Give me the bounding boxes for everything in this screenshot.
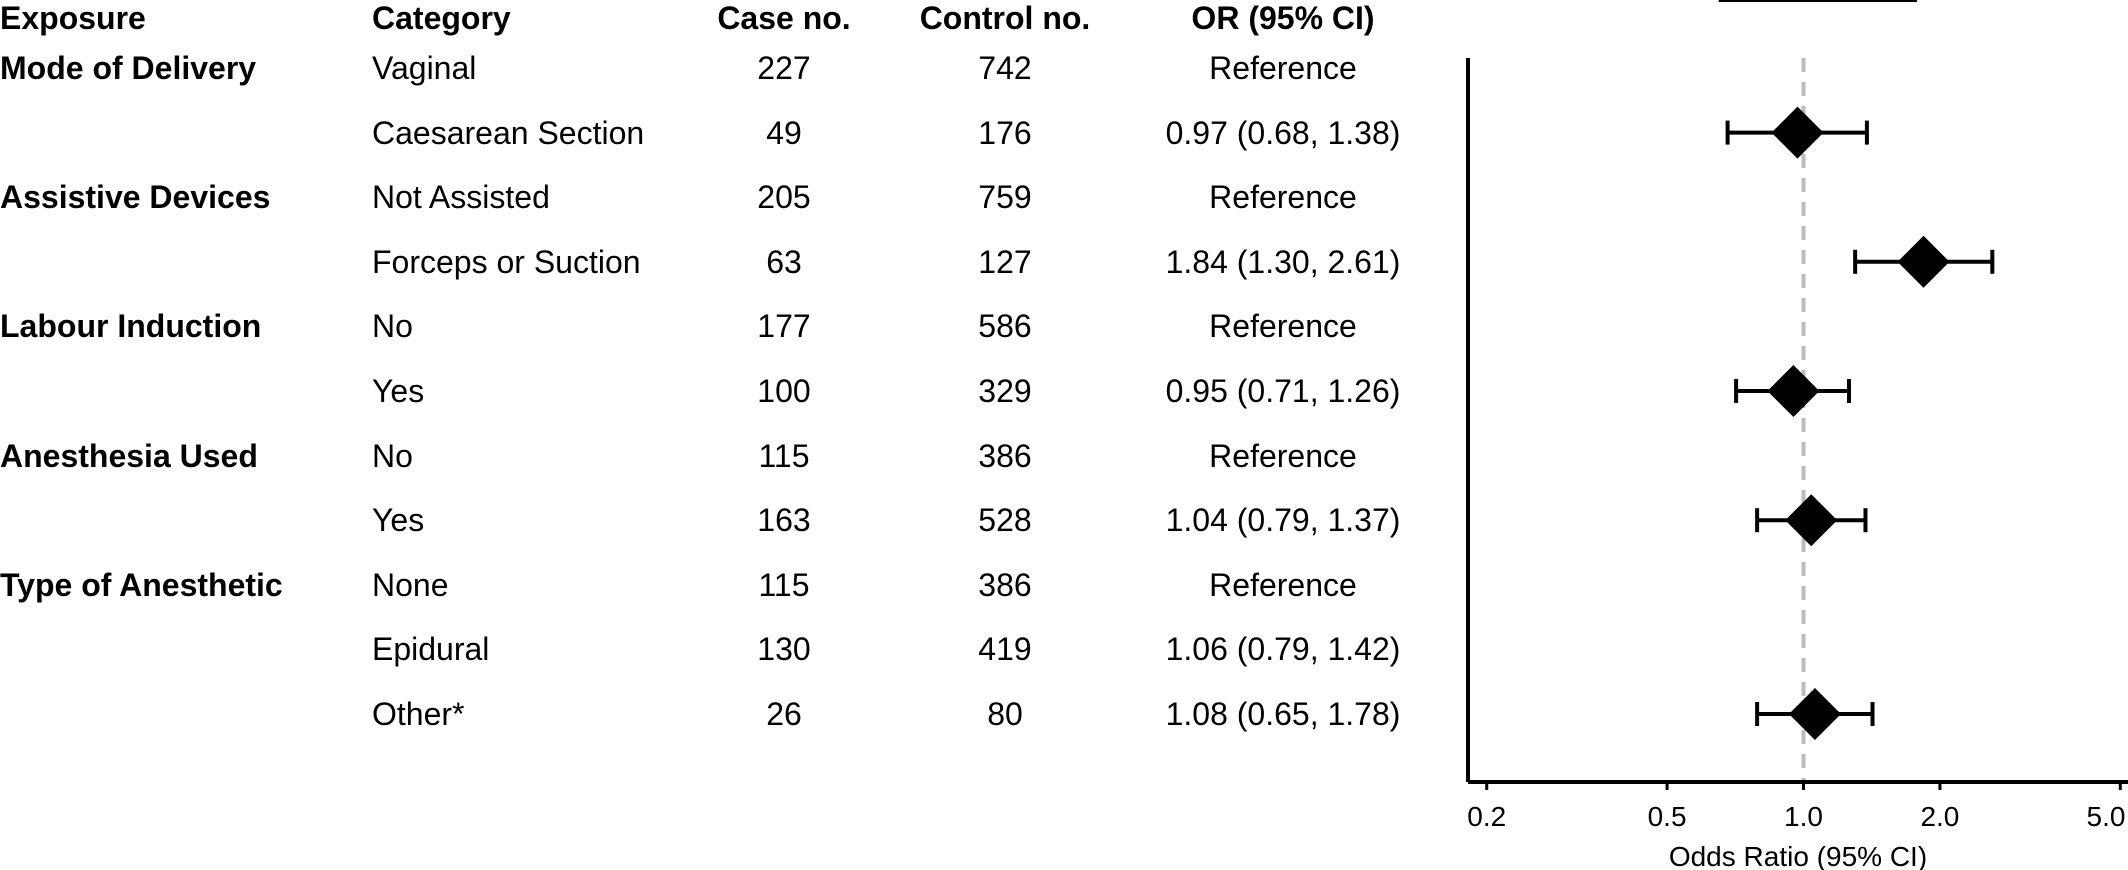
odds-ratio-cell: 1.08 (0.65, 1.78): [1165, 696, 1401, 732]
category-cell: Yes: [372, 373, 425, 409]
x-tick-label: 0.5: [1648, 801, 1687, 832]
x-tick-label: 1.0: [1784, 801, 1823, 832]
odds-ratio-marker: [1785, 494, 1838, 547]
category-cell: Caesarean Section: [372, 114, 645, 151]
case-count-cell: 177: [757, 308, 811, 345]
header-or-ci: OR (95% CI): [1191, 0, 1375, 36]
category-cell: Yes: [372, 502, 425, 539]
case-count-cell: 49: [766, 114, 802, 151]
category-cell: No: [372, 308, 413, 345]
case-count-cell: 130: [757, 631, 811, 668]
header-case-no: Case no.: [717, 0, 851, 36]
case-count-cell: 100: [757, 373, 811, 409]
odds-ratio-cell: Reference: [1209, 437, 1357, 474]
case-count-cell: 163: [757, 502, 811, 539]
odds-ratio-marker: [1897, 235, 1950, 288]
category-cell: Epidural: [372, 631, 490, 668]
case-count-cell: 205: [757, 179, 811, 216]
x-tick-label: 2.0: [1920, 801, 1959, 832]
x-tick-label: 5.0: [2087, 801, 2126, 832]
header-control-no: Control no.: [919, 0, 1091, 36]
case-count-cell: 115: [758, 437, 810, 474]
category-cell: No: [372, 437, 413, 474]
control-count-cell: 80: [987, 696, 1023, 732]
odds-ratio-cell: Reference: [1209, 179, 1357, 216]
control-count-cell: 386: [978, 437, 1032, 474]
control-count-cell: 759: [978, 179, 1032, 216]
case-count-cell: 63: [766, 243, 802, 280]
case-count-cell: 26: [766, 696, 802, 732]
odds-ratio-cell: Reference: [1209, 566, 1357, 603]
header-category: Category: [372, 0, 511, 36]
exposure-label: Type of Anesthetic: [0, 566, 283, 603]
odds-ratio-cell: 1.06 (0.79, 1.42): [1165, 631, 1401, 668]
control-count-cell: 528: [978, 502, 1032, 539]
control-count-cell: 742: [978, 50, 1032, 86]
odds-ratio-cell: 0.95 (0.71, 1.26): [1165, 373, 1401, 409]
control-count-cell: 127: [978, 243, 1032, 280]
odds-ratio-marker: [1771, 106, 1824, 159]
control-count-cell: 386: [978, 566, 1032, 603]
odds-ratio-cell: 1.84 (1.30, 2.61): [1165, 243, 1401, 280]
control-count-cell: 329: [978, 373, 1032, 409]
category-cell: Other*: [372, 696, 465, 732]
odds-ratio-cell: Reference: [1209, 50, 1357, 86]
exposure-label: Anesthesia Used: [0, 437, 258, 474]
exposure-label: Assistive Devices: [0, 179, 271, 216]
odds-ratio-marker: [1767, 365, 1820, 417]
category-cell: Forceps or Suction: [372, 243, 641, 280]
category-cell: Vaginal: [372, 50, 477, 86]
x-tick-label: 0.2: [1467, 801, 1506, 832]
exposure-label: Labour Induction: [0, 308, 262, 345]
control-count-cell: 176: [978, 114, 1032, 151]
exposure-label: Mode of Delivery: [0, 50, 257, 86]
x-axis-title: Odds Ratio (95% CI): [1669, 841, 1927, 870]
control-count-cell: 586: [978, 308, 1032, 345]
header-exposure: Exposure: [0, 0, 146, 36]
category-cell: Not Assisted: [372, 179, 550, 216]
odds-ratio-cell: Reference: [1209, 308, 1357, 345]
case-count-cell: 227: [757, 50, 811, 86]
odds-ratio-cell: 1.04 (0.79, 1.37): [1165, 502, 1401, 539]
odds-ratio-marker: [1788, 688, 1841, 740]
case-count-cell: 115: [758, 566, 810, 603]
control-count-cell: 419: [978, 631, 1032, 668]
odds-ratio-cell: 0.97 (0.68, 1.38): [1165, 114, 1401, 151]
category-cell: None: [372, 566, 449, 603]
